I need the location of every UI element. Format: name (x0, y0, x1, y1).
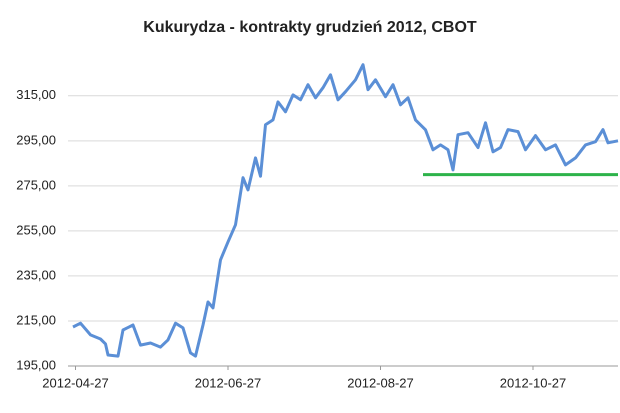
y-tick-label: 315,00 (16, 87, 56, 102)
price-line (72, 63, 619, 358)
x-tick-label: 2012-04-27 (42, 375, 109, 390)
y-tick-label: 195,00 (16, 357, 56, 372)
x-tick-label: 2012-10-27 (500, 375, 567, 390)
y-tick-label: 295,00 (16, 132, 56, 147)
y-tick-label: 255,00 (16, 222, 56, 237)
y-tick-label: 235,00 (16, 267, 56, 282)
chart-title: Kukurydza - kontrakty grudzień 2012, CBO… (143, 19, 477, 36)
x-tick-label: 2012-06-27 (195, 375, 262, 390)
x-tick-label: 2012-08-27 (347, 375, 414, 390)
y-tick-label: 215,00 (16, 312, 56, 327)
y-tick-label: 275,00 (16, 177, 56, 192)
